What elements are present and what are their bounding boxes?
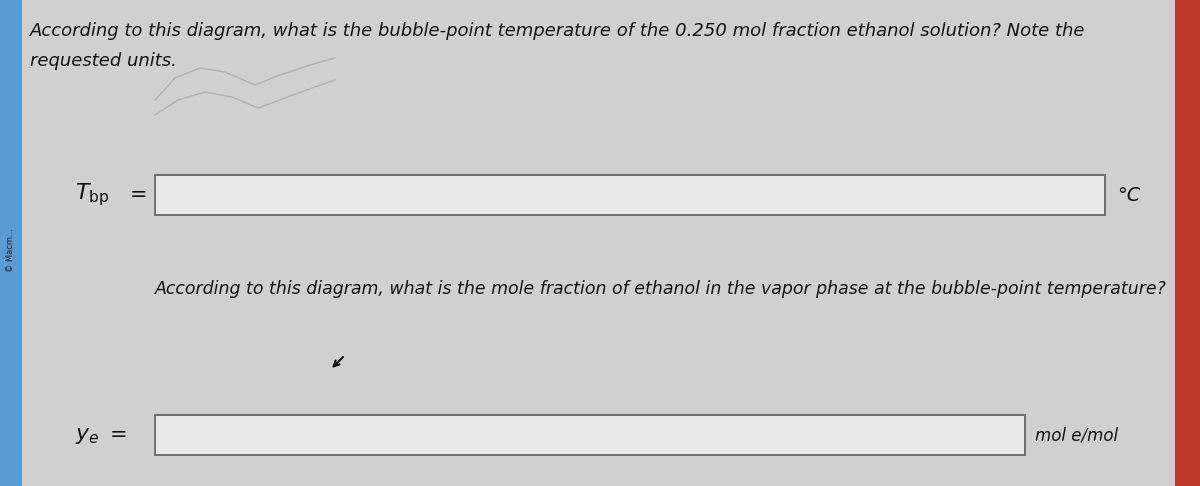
Text: According to this diagram, what is the mole fraction of ethanol in the vapor pha: According to this diagram, what is the m… [155, 280, 1166, 298]
Text: =: = [110, 425, 127, 445]
Text: $y_e$: $y_e$ [74, 424, 100, 446]
Text: © Macm...: © Macm... [6, 228, 16, 272]
Text: °C: °C [1117, 186, 1140, 205]
FancyBboxPatch shape [1175, 0, 1200, 486]
FancyBboxPatch shape [155, 415, 1025, 455]
Text: According to this diagram, what is the bubble-point temperature of the 0.250 mol: According to this diagram, what is the b… [30, 22, 1086, 40]
Text: requested units.: requested units. [30, 52, 176, 70]
FancyBboxPatch shape [155, 175, 1105, 215]
FancyBboxPatch shape [0, 0, 22, 486]
Text: mol e/mol: mol e/mol [1034, 426, 1118, 444]
Text: =: = [130, 185, 148, 205]
Text: $T_{\rm bp}$: $T_{\rm bp}$ [74, 182, 109, 208]
